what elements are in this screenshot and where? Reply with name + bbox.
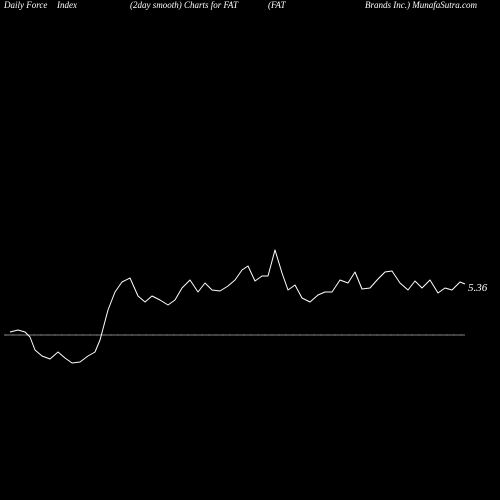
- header-label-1: Daily Force: [4, 0, 47, 10]
- chart-container: Daily Force Index (2day smooth) Charts f…: [0, 0, 500, 500]
- force-index-chart: [0, 0, 500, 500]
- chart-header: Daily Force Index (2day smooth) Charts f…: [0, 0, 500, 18]
- current-value-label: 5.36: [468, 282, 487, 294]
- header-label-2: Index: [57, 0, 77, 10]
- header-label-4: (FAT: [268, 0, 286, 10]
- header-label-3: (2day smooth) Charts for FAT: [130, 0, 238, 10]
- header-label-5: Brands Inc.) MunafaSutra.com: [365, 0, 477, 10]
